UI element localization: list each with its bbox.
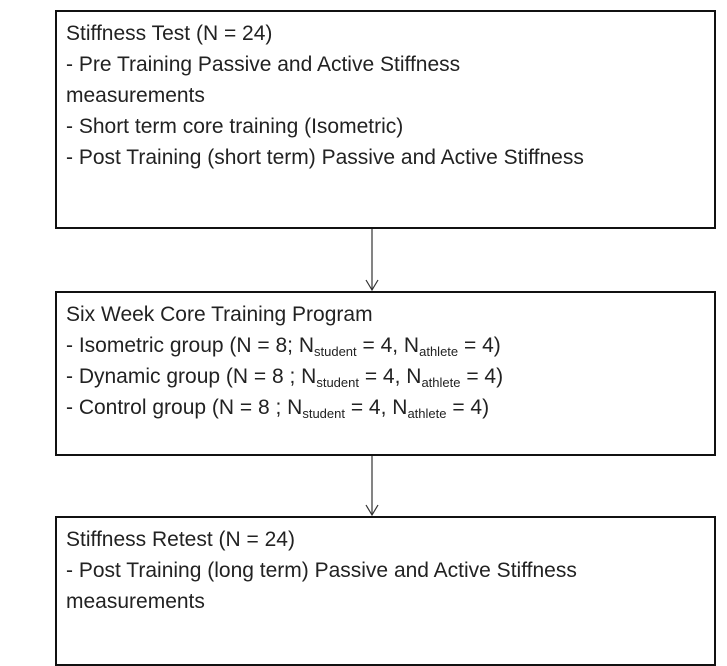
text-line: Six Week Core Training Program bbox=[66, 299, 714, 330]
text-line: - Pre Training Passive and Active Stiffn… bbox=[66, 49, 714, 80]
text-segment: = 4, N bbox=[345, 396, 408, 419]
text-line: - Isometric group (N = 8; Nstudent = 4, … bbox=[66, 330, 714, 361]
text-segment: - Pre Training Passive and Active Stiffn… bbox=[66, 53, 461, 76]
step-box: Stiffness Test (N = 24) - Pre Training Pa… bbox=[55, 10, 716, 229]
subscript: student bbox=[314, 344, 357, 359]
step-box: Stiffness Retest (N = 24) - Post Training… bbox=[55, 516, 716, 666]
text-line: measurements bbox=[66, 80, 714, 111]
text-line: - Post Training (short term) Passive and… bbox=[66, 142, 714, 173]
text-line: measurements bbox=[66, 586, 714, 617]
text-segment: Stiffness Retest (N = 24) bbox=[66, 528, 295, 551]
step-box: Six Week Core Training Program - Isometri… bbox=[55, 291, 716, 456]
text-line: - Dynamic group (N = 8 ; Nstudent = 4, N… bbox=[66, 361, 714, 392]
subscript: athlete bbox=[421, 375, 461, 390]
subscript: athlete bbox=[419, 344, 459, 359]
connectors bbox=[365, 229, 379, 517]
subscript: athlete bbox=[407, 406, 447, 421]
text-segment: = 4) bbox=[458, 334, 501, 357]
text-segment: - Post Training (long term) Passive and … bbox=[66, 559, 577, 582]
text-segment: - Post Training (short term) Passive and… bbox=[66, 146, 584, 169]
text-segment: Stiffness Test (N = 24) bbox=[66, 22, 273, 45]
text-line: Stiffness Test (N = 24) bbox=[66, 18, 714, 49]
text-segment: - Control group (N = 8 ; N bbox=[66, 396, 303, 419]
arrow-head bbox=[365, 279, 379, 292]
text-segment: measurements bbox=[66, 590, 205, 613]
text-line: - Control group (N = 8 ; Nstudent = 4, N… bbox=[66, 392, 714, 423]
text-line: - Post Training (long term) Passive and … bbox=[66, 555, 714, 586]
subscript: student bbox=[302, 406, 345, 421]
text-segment: = 4) bbox=[460, 365, 504, 388]
text-segment: = 4, N bbox=[359, 365, 422, 388]
text-line: Stiffness Retest (N = 24) bbox=[66, 524, 714, 555]
text-line: - Short term core training (Isometric) bbox=[66, 111, 714, 142]
text-segment: - Isometric group (N = 8; N bbox=[66, 334, 314, 357]
text-segment: Six Week Core Training Program bbox=[66, 303, 373, 326]
arrow-head bbox=[365, 504, 379, 517]
flowchart-page: {"nodes": [ {"lines": [ ["Stiffness Test… bbox=[55, 10, 716, 666]
text-segment: measurements bbox=[66, 84, 205, 107]
text-segment: - Dynamic group (N = 8 ; N bbox=[66, 365, 317, 388]
subscript: student bbox=[316, 375, 359, 390]
text-segment: - Short term core training (Isometric) bbox=[66, 115, 404, 138]
text-segment: = 4, N bbox=[356, 334, 420, 357]
text-segment: = 4) bbox=[446, 396, 490, 419]
